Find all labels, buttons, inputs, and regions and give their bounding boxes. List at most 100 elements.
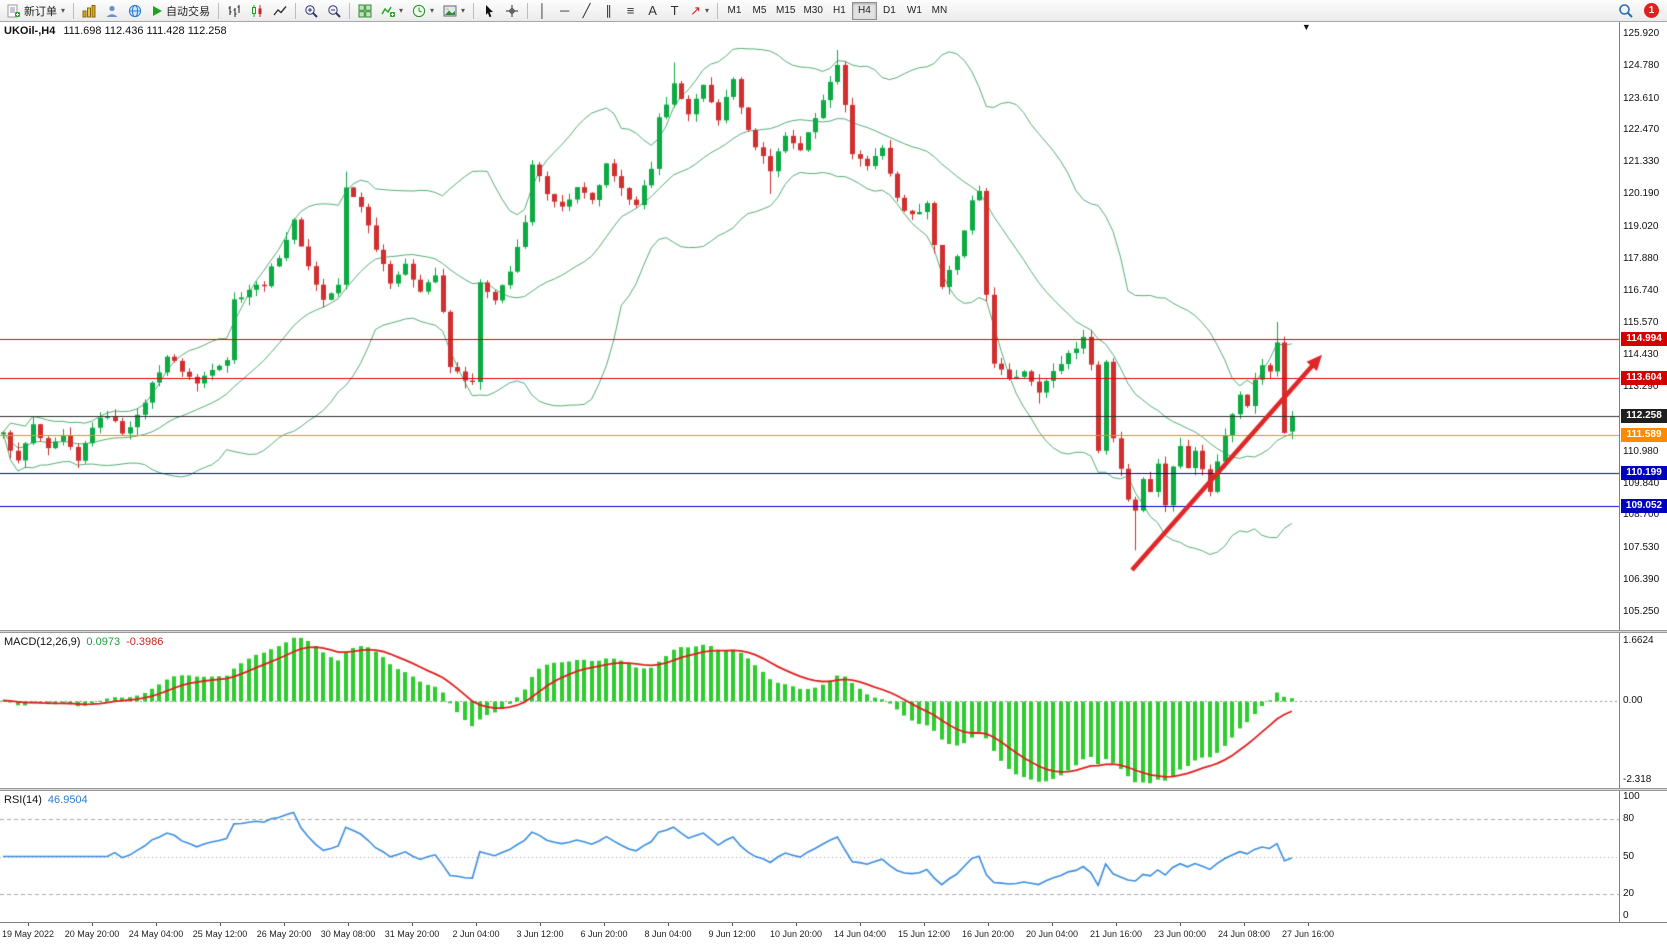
time-axis-label: 20 May 20:00	[64, 929, 120, 939]
price-axis-tick: 109.840	[1623, 477, 1660, 489]
time-axis-label: 23 Jun 00:00	[1153, 929, 1207, 939]
timeframe-m1-button[interactable]: M1	[722, 2, 747, 20]
line-chart-button[interactable]	[269, 1, 291, 20]
timeframe-group: M1 M5 M15 M30 H1 H4 D1 W1 MN	[722, 1, 952, 20]
time-axis-tick	[156, 923, 157, 926]
rsi-panel: RSI(14) 46.9504 100 80 50 20 0	[0, 791, 1667, 922]
charts-window-button[interactable]	[78, 1, 100, 20]
horizontal-line-button[interactable]: ─	[554, 1, 575, 20]
macd-axis-tick: 1.6624	[1623, 635, 1654, 646]
time-axis-label: 2 Jun 04:00	[452, 929, 500, 939]
time-axis-tick	[28, 923, 29, 926]
timeframe-h1-button[interactable]: H1	[827, 2, 852, 20]
toolbar-separator	[218, 2, 220, 19]
chart-shift-marker-icon[interactable]: ▼	[1302, 23, 1311, 32]
time-axis-tick	[668, 923, 669, 926]
price-line-badge: 112.258	[1621, 408, 1667, 423]
macd-signal-value: -0.3986	[126, 636, 164, 648]
toolbar-separator	[527, 2, 529, 19]
label-tool-button[interactable]: T	[664, 1, 685, 20]
chart-symbol-label: UKOil-,H4	[4, 25, 56, 37]
rsi-axis-tick: 0	[1623, 910, 1629, 921]
price-axis-tick: 115.570	[1623, 317, 1659, 329]
time-axis-tick	[604, 923, 605, 926]
timeframe-m30-button[interactable]: M30	[799, 2, 826, 20]
timeframe-d1-button[interactable]: D1	[877, 2, 902, 20]
text-tool-button[interactable]: A	[642, 1, 663, 20]
web-button[interactable]	[124, 1, 146, 20]
autotrading-button[interactable]: 自动交易	[147, 1, 214, 20]
price-axis[interactable]: 125.920 124.780 123.610 122.470 121.330 120.1…	[1619, 22, 1667, 630]
new-order-button[interactable]: 新订单 ▾	[3, 1, 69, 20]
price-macd-splitter[interactable]	[0, 630, 1667, 633]
search-button[interactable]	[1614, 1, 1637, 20]
price-axis-tick: 116.740	[1623, 284, 1659, 296]
price-chart-canvas[interactable]	[0, 22, 1619, 630]
time-axis-tick	[540, 923, 541, 926]
tile-windows-button[interactable]	[354, 1, 376, 20]
time-axis-label: 27 Jun 16:00	[1281, 929, 1335, 939]
time-axis-tick	[412, 923, 413, 926]
time-axis-tick	[1116, 923, 1117, 926]
rsi-axis-tick: 50	[1623, 850, 1635, 862]
price-axis-tick: 120.190	[1623, 188, 1660, 200]
time-axis-tick	[1244, 923, 1245, 926]
timeframe-m15-button[interactable]: M15	[772, 2, 799, 20]
time-axis-label: 3 Jun 12:00	[516, 929, 564, 939]
template-image-icon	[443, 5, 457, 16]
rsi-value: 46.9504	[47, 794, 88, 806]
timeframe-h4-button[interactable]: H4	[851, 1, 877, 20]
time-axis-label: 9 Jun 12:00	[708, 929, 756, 939]
toolbar-separator	[295, 2, 297, 19]
rsi-canvas[interactable]	[0, 791, 1619, 922]
channel-button[interactable]: ∥	[598, 1, 619, 20]
time-axis-label: 30 May 08:00	[320, 929, 376, 939]
vertical-line-button[interactable]: │	[532, 1, 553, 20]
chevron-down-icon: ▾	[61, 5, 66, 15]
periods-button[interactable]: ▾	[408, 1, 438, 20]
time-axis-label: 19 May 2022	[1, 929, 55, 939]
macd-axis[interactable]: 1.6624 0.00 -2.318	[1619, 633, 1667, 788]
rsi-axis[interactable]: 100 80 50 20 0	[1619, 791, 1667, 922]
macd-canvas[interactable]	[0, 633, 1619, 788]
price-axis-tick: 123.610	[1623, 92, 1660, 104]
fibonacci-button[interactable]: ≡	[620, 1, 641, 20]
candlestick-chart-button[interactable]	[246, 1, 268, 20]
globe-icon	[128, 4, 142, 17]
price-axis-tick: 107.530	[1623, 542, 1660, 554]
rsi-axis-tick: 20	[1623, 888, 1635, 899]
clock-icon	[412, 4, 426, 17]
price-axis-tick: 125.920	[1623, 28, 1660, 40]
timeframe-w1-button[interactable]: W1	[902, 2, 927, 20]
zoom-out-button[interactable]	[323, 1, 345, 20]
time-axis-tick	[732, 923, 733, 926]
time-axis-tick	[348, 923, 349, 926]
chevron-down-icon: ▾	[461, 5, 466, 15]
time-axis-label: 24 Jun 08:00	[1217, 929, 1271, 939]
arrows-tool-button[interactable]: ↗ ▾	[686, 1, 713, 20]
bar-chart-button[interactable]	[223, 1, 245, 20]
indicators-button[interactable]: ▾	[377, 1, 407, 20]
trendline-button[interactable]: ╱	[576, 1, 597, 20]
time-axis-tick	[924, 923, 925, 926]
tile-windows-icon	[358, 4, 372, 17]
price-line-badge: 110.199	[1621, 466, 1667, 481]
macd-title: MACD(12,26,9) 0.0973 -0.3986	[4, 636, 163, 648]
zoom-in-button[interactable]	[300, 1, 322, 20]
cursor-button[interactable]	[478, 1, 500, 20]
price-chart-panel: UKOil-,H4 111.698 112.436 111.428 112.258…	[0, 22, 1667, 630]
fibonacci-icon: ≡	[626, 3, 635, 18]
macd-rsi-splitter[interactable]	[0, 788, 1667, 791]
crosshair-button[interactable]	[501, 1, 523, 20]
time-axis[interactable]: 19 May 2022 20 May 20:00 24 May 04:00 25 Ma…	[0, 922, 1667, 944]
timeframe-mn-button[interactable]: MN	[927, 2, 952, 20]
template-button[interactable]: ▾	[439, 1, 469, 20]
toolbar-right-group: 1	[1614, 1, 1664, 20]
profile-button[interactable]	[101, 1, 123, 20]
notification-badge[interactable]: 1	[1644, 3, 1659, 18]
rsi-axis-tick: 100	[1623, 791, 1640, 802]
time-axis-tick	[284, 923, 285, 926]
price-axis-tick: 110.980	[1623, 445, 1659, 457]
time-axis-tick	[860, 923, 861, 926]
timeframe-m5-button[interactable]: M5	[747, 2, 772, 20]
